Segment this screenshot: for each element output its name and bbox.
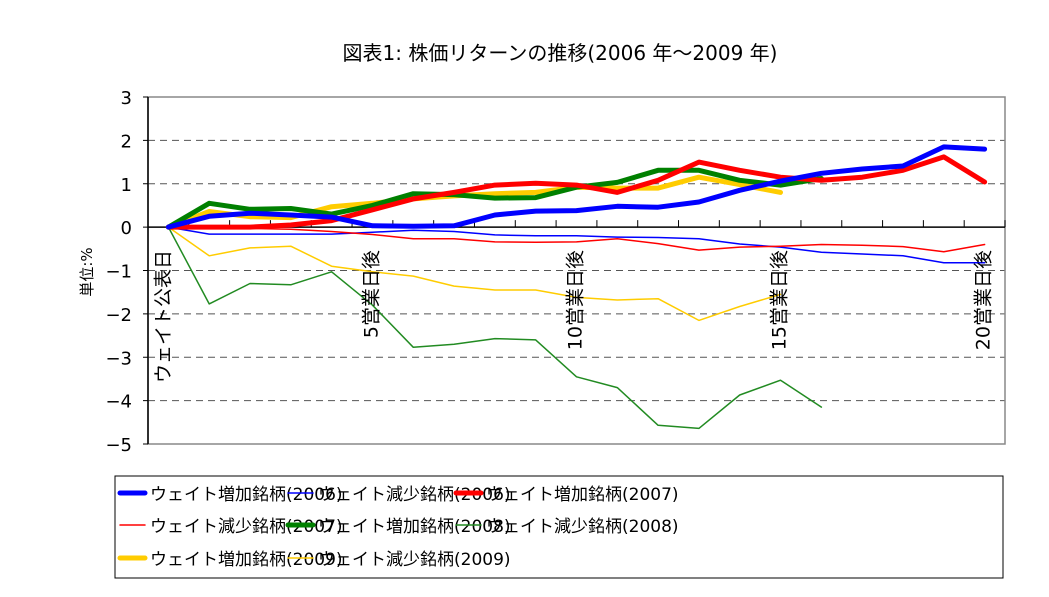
y-axis-label: 単位:%	[78, 247, 96, 296]
series-line	[165, 154, 988, 230]
y-tick-label: −1	[105, 262, 132, 283]
legend-label: ウェイト減少銘柄(2008)	[486, 517, 679, 537]
series-lines	[165, 144, 988, 430]
series-line	[165, 144, 988, 230]
series-line	[167, 226, 986, 264]
legend-label: ウェイト増加銘柄(2009)	[150, 550, 343, 570]
legend: ウェイト増加銘柄(2006)ウェイト減少銘柄(2006)ウェイト増加銘柄(200…	[117, 485, 679, 570]
y-tick-label: 0	[121, 218, 132, 239]
x-tick-label: 10営業日後	[565, 250, 587, 350]
y-tick-label: 1	[121, 175, 132, 196]
x-tick-label: 5営業日後	[360, 250, 382, 338]
x-tick-label: 20営業日後	[973, 250, 995, 350]
legend-label: ウェイト減少銘柄(2009)	[318, 550, 511, 570]
x-tick-labels: ウェイト公表日 5営業日後 10営業日後 15営業日後 20営業日後	[152, 250, 994, 383]
y-tick-label: −3	[105, 348, 132, 369]
chart-title: 図表1: 株価リターンの推移(2006 年～2009 年)	[343, 41, 778, 65]
legend-label: ウェイト増加銘柄(2008)	[318, 517, 511, 537]
y-tick-label: −4	[105, 392, 132, 413]
legend-label: ウェイト減少銘柄(2007)	[150, 517, 343, 537]
legend-label: ウェイト増加銘柄(2006)	[150, 485, 343, 505]
series-line	[167, 226, 782, 322]
x-tick-label: 15営業日後	[769, 250, 791, 350]
y-tick-label: −2	[105, 305, 132, 326]
legend-label: ウェイト減少銘柄(2006)	[318, 485, 511, 505]
x-tick-label: ウェイト公表日	[152, 250, 174, 383]
series-line	[167, 226, 986, 253]
gridlines	[148, 139, 1005, 402]
series-line	[167, 226, 823, 430]
series-line	[165, 167, 824, 230]
legend-box	[114, 475, 1004, 579]
y-tick-label: 3	[121, 88, 132, 109]
y-tick-label: 2	[121, 131, 132, 152]
y-tick-label: −5	[105, 435, 132, 456]
legend-label: ウェイト増加銘柄(2007)	[486, 485, 679, 505]
